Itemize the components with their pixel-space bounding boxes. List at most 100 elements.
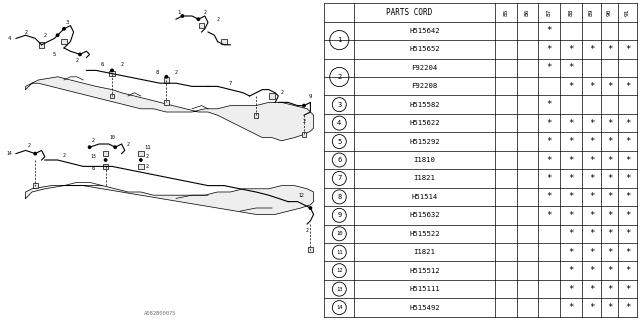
Text: *: * bbox=[589, 284, 594, 294]
Text: 2: 2 bbox=[216, 17, 219, 22]
Text: *: * bbox=[568, 211, 574, 220]
Text: *: * bbox=[607, 192, 612, 201]
Text: *: * bbox=[625, 211, 630, 220]
Text: 2: 2 bbox=[337, 74, 341, 80]
Circle shape bbox=[110, 68, 114, 72]
Text: *: * bbox=[607, 229, 612, 238]
Text: *: * bbox=[607, 266, 612, 275]
Bar bbox=[109, 93, 115, 98]
Text: 10: 10 bbox=[336, 231, 342, 236]
Text: 4: 4 bbox=[8, 36, 12, 41]
Text: 10: 10 bbox=[109, 135, 115, 140]
Circle shape bbox=[78, 52, 82, 56]
Text: *: * bbox=[589, 266, 594, 275]
Text: 7: 7 bbox=[228, 81, 232, 86]
Text: 12: 12 bbox=[336, 268, 342, 273]
Bar bbox=[164, 77, 169, 83]
Text: 2: 2 bbox=[120, 61, 123, 67]
Circle shape bbox=[113, 145, 117, 149]
Text: *: * bbox=[547, 137, 552, 146]
Text: 11: 11 bbox=[144, 145, 150, 150]
Text: H515492: H515492 bbox=[409, 305, 440, 311]
Text: *: * bbox=[589, 137, 594, 146]
Text: *: * bbox=[547, 156, 552, 164]
Text: *: * bbox=[607, 248, 612, 257]
Text: *: * bbox=[547, 192, 552, 201]
Bar bbox=[253, 113, 259, 117]
Text: 2: 2 bbox=[63, 153, 65, 158]
Circle shape bbox=[33, 152, 37, 156]
Text: *: * bbox=[568, 156, 574, 164]
Text: 2: 2 bbox=[92, 138, 94, 143]
Text: 6: 6 bbox=[337, 157, 341, 163]
Text: PARTS CORD: PARTS CORD bbox=[387, 8, 433, 17]
Text: 88: 88 bbox=[569, 9, 573, 16]
Text: *: * bbox=[568, 266, 574, 275]
Text: H515642: H515642 bbox=[409, 28, 440, 34]
Text: *: * bbox=[547, 119, 552, 128]
Text: 91: 91 bbox=[625, 9, 630, 16]
Text: 8: 8 bbox=[337, 194, 341, 200]
Text: *: * bbox=[625, 174, 630, 183]
Text: 2: 2 bbox=[76, 58, 78, 63]
Bar bbox=[221, 39, 227, 44]
Text: *: * bbox=[589, 229, 594, 238]
Text: I1821: I1821 bbox=[413, 175, 435, 181]
Text: *: * bbox=[589, 156, 594, 164]
Circle shape bbox=[308, 206, 312, 210]
Text: 11: 11 bbox=[336, 250, 342, 255]
Text: *: * bbox=[547, 45, 552, 54]
Text: 2: 2 bbox=[280, 90, 283, 95]
Text: *: * bbox=[607, 156, 612, 164]
Text: 2: 2 bbox=[303, 119, 305, 124]
Text: *: * bbox=[589, 248, 594, 257]
Text: *: * bbox=[568, 63, 574, 72]
Text: H515512: H515512 bbox=[409, 268, 440, 274]
Text: *: * bbox=[607, 211, 612, 220]
Text: 6: 6 bbox=[91, 165, 95, 171]
Text: 87: 87 bbox=[547, 9, 552, 16]
Text: *: * bbox=[589, 119, 594, 128]
Text: *: * bbox=[589, 174, 594, 183]
Text: *: * bbox=[547, 100, 552, 109]
Text: *: * bbox=[547, 211, 552, 220]
Text: *: * bbox=[625, 284, 630, 294]
Bar bbox=[103, 164, 109, 169]
Bar bbox=[164, 100, 169, 105]
Text: *: * bbox=[607, 174, 612, 183]
Polygon shape bbox=[26, 77, 314, 141]
Text: 3: 3 bbox=[65, 20, 69, 25]
Text: *: * bbox=[625, 119, 630, 128]
Text: *: * bbox=[625, 156, 630, 164]
Text: *: * bbox=[607, 45, 612, 54]
Text: *: * bbox=[589, 45, 594, 54]
Text: *: * bbox=[547, 63, 552, 72]
Text: *: * bbox=[589, 192, 594, 201]
Polygon shape bbox=[26, 186, 314, 214]
Text: 6: 6 bbox=[100, 61, 104, 67]
Text: *: * bbox=[568, 45, 574, 54]
Bar bbox=[308, 247, 313, 252]
Text: H51514: H51514 bbox=[412, 194, 438, 200]
Circle shape bbox=[180, 14, 184, 18]
Text: 13: 13 bbox=[336, 287, 342, 292]
Text: *: * bbox=[547, 174, 552, 183]
Circle shape bbox=[302, 104, 306, 108]
Text: *: * bbox=[607, 284, 612, 294]
Text: 1: 1 bbox=[177, 10, 181, 15]
Text: *: * bbox=[625, 229, 630, 238]
Text: 4: 4 bbox=[337, 120, 341, 126]
Text: 7: 7 bbox=[337, 175, 341, 181]
Text: *: * bbox=[607, 303, 612, 312]
Text: 89: 89 bbox=[589, 9, 594, 16]
Text: *: * bbox=[568, 82, 574, 91]
Text: *: * bbox=[568, 284, 574, 294]
Text: *: * bbox=[589, 82, 594, 91]
Text: *: * bbox=[568, 119, 574, 128]
Text: *: * bbox=[625, 82, 630, 91]
Text: 14: 14 bbox=[336, 305, 342, 310]
Text: *: * bbox=[625, 137, 630, 146]
Text: *: * bbox=[607, 82, 612, 91]
Text: H515622: H515622 bbox=[409, 120, 440, 126]
Text: F92204: F92204 bbox=[412, 65, 438, 71]
